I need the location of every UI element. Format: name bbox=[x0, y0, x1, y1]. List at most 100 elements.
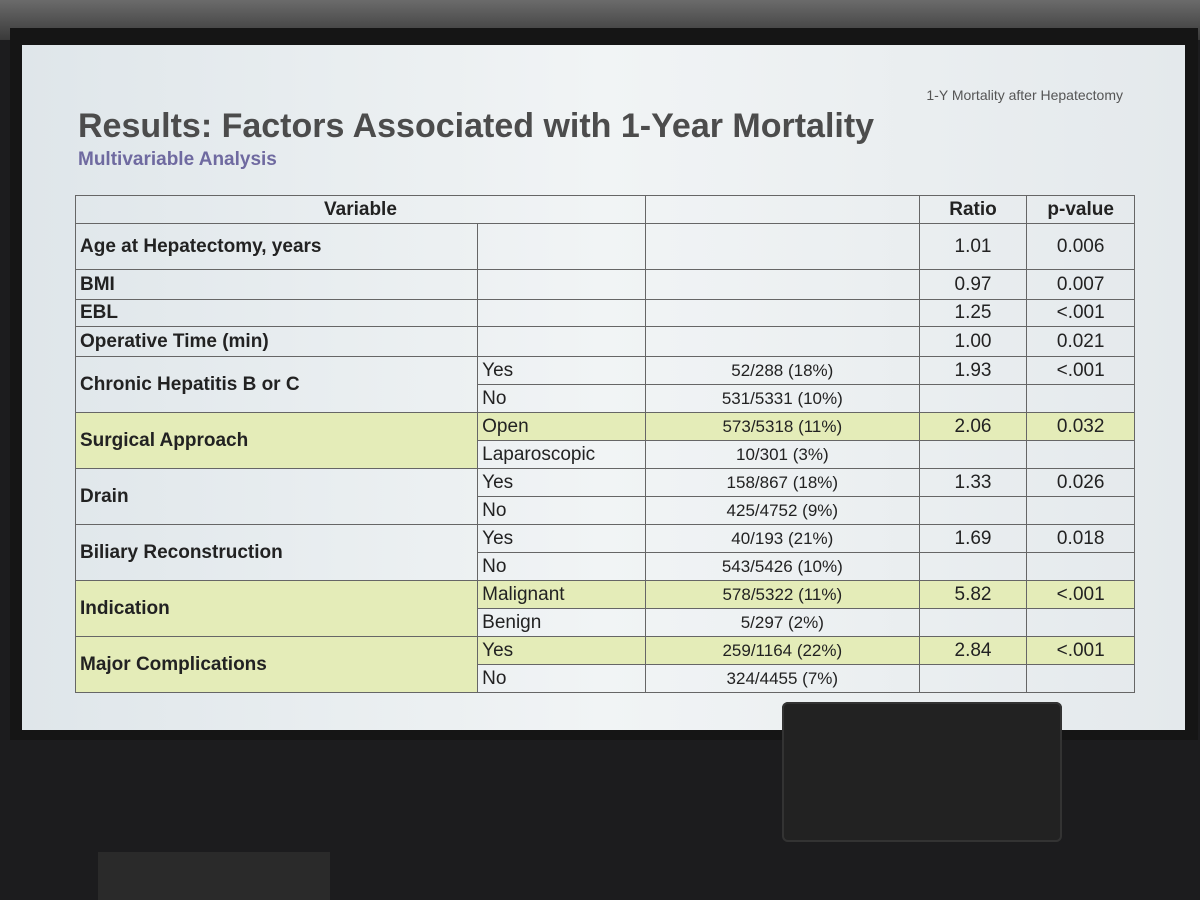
column-header: p-value bbox=[1026, 195, 1135, 224]
count-cell bbox=[644, 269, 920, 300]
table-row: Age at Hepatectomy, years 1.01 0.006 bbox=[74, 223, 1135, 270]
table-row: Laparoscopic 10/301 (3%) bbox=[76, 440, 1135, 469]
level-cell: Yes bbox=[477, 524, 646, 553]
column-header: Variable bbox=[75, 195, 646, 224]
level-cell bbox=[477, 269, 646, 300]
table-row: Operative Time (min) 1.00 0.021 bbox=[74, 326, 1135, 357]
ratio-cell: 1.01 bbox=[918, 223, 1028, 270]
variable-cell: Major Complications bbox=[74, 636, 479, 693]
column-header bbox=[644, 195, 920, 224]
level-cell: Open bbox=[477, 412, 646, 441]
level-cell: No bbox=[477, 552, 646, 581]
level-cell: Laparoscopic bbox=[477, 440, 646, 469]
count-cell bbox=[644, 223, 920, 270]
level-cell bbox=[477, 299, 646, 327]
table-row: EBL 1.25 <.001 bbox=[74, 299, 1135, 327]
count-cell bbox=[644, 299, 920, 327]
table-row: Benign 5/297 (2%) bbox=[76, 608, 1135, 637]
count-cell: 531/5331 (10%) bbox=[644, 384, 920, 413]
p-value-cell bbox=[1026, 384, 1135, 413]
p-value-cell: 0.032 bbox=[1026, 412, 1135, 441]
count-cell: 425/4752 (9%) bbox=[644, 496, 920, 525]
level-cell: Malignant bbox=[477, 580, 646, 609]
variable-cell: Indication bbox=[74, 580, 479, 637]
level-cell bbox=[477, 223, 646, 270]
results-table: Variable Ratio p-value Age at Hepatectomy, … bbox=[74, 195, 1135, 693]
variable-cell: Chronic Hepatitis B or C bbox=[74, 356, 479, 413]
ratio-cell: 1.25 bbox=[918, 299, 1028, 327]
level-cell bbox=[477, 326, 646, 357]
ratio-cell bbox=[918, 384, 1028, 413]
variable-cell: Age at Hepatectomy, years bbox=[74, 223, 479, 270]
ratio-cell bbox=[918, 664, 1028, 693]
ratio-cell bbox=[918, 608, 1028, 637]
level-cell: No bbox=[477, 496, 646, 525]
p-value-cell: 0.026 bbox=[1026, 468, 1135, 497]
table-row: Biliary Reconstruction Yes 40/193 (21%) 1.6… bbox=[74, 524, 1135, 581]
variable-cell: Surgical Approach bbox=[74, 412, 479, 469]
table-row: Chronic Hepatitis B or C Yes 52/288 (18%) 1… bbox=[74, 356, 1135, 413]
level-cell: Yes bbox=[477, 636, 646, 665]
p-value-cell bbox=[1026, 608, 1135, 637]
count-cell: 573/5318 (11%) bbox=[644, 412, 920, 441]
ratio-cell: 1.33 bbox=[918, 468, 1028, 497]
level-cell: Benign bbox=[477, 608, 646, 637]
p-value-cell: 0.007 bbox=[1026, 269, 1135, 300]
p-value-cell: <.001 bbox=[1026, 356, 1135, 385]
ratio-cell bbox=[918, 440, 1028, 469]
slide-subtitle: Multivariable Analysis bbox=[78, 149, 277, 170]
table-row: Surgical Approach Open 573/5318 (11%) 2.06 0… bbox=[74, 412, 1135, 469]
ratio-cell: 2.84 bbox=[918, 636, 1028, 665]
ratio-cell: 0.97 bbox=[918, 269, 1028, 300]
desk bbox=[98, 852, 330, 900]
count-cell: 52/288 (18%) bbox=[644, 356, 920, 385]
p-value-cell: <.001 bbox=[1026, 299, 1135, 327]
count-cell: 10/301 (3%) bbox=[644, 440, 920, 469]
p-value-cell: <.001 bbox=[1026, 636, 1135, 665]
count-cell: 543/5426 (10%) bbox=[644, 552, 920, 581]
table-row: Major Complications Yes 259/1164 (22%) 2.84… bbox=[74, 636, 1135, 693]
count-cell: 578/5322 (11%) bbox=[644, 580, 920, 609]
ratio-cell: 2.06 bbox=[918, 412, 1028, 441]
level-cell: Yes bbox=[477, 468, 646, 497]
table-row: No 324/4455 (7%) bbox=[76, 664, 1135, 693]
variable-cell: Operative Time (min) bbox=[74, 326, 479, 357]
count-cell: 40/193 (21%) bbox=[644, 524, 920, 553]
count-cell: 259/1164 (22%) bbox=[644, 636, 920, 665]
table-row: No 531/5331 (10%) bbox=[76, 384, 1135, 413]
projector bbox=[782, 702, 1062, 842]
column-header: Ratio bbox=[918, 195, 1028, 224]
slide-tag: 1-Y Mortality after Hepatectomy bbox=[926, 87, 1123, 103]
p-value-cell: <.001 bbox=[1026, 580, 1135, 609]
level-cell: No bbox=[477, 384, 646, 413]
count-cell: 324/4455 (7%) bbox=[644, 664, 920, 693]
p-value-cell bbox=[1026, 440, 1135, 469]
slide: 1-Y Mortality after Hepatectomy Results:… bbox=[22, 45, 1185, 730]
variable-cell: EBL bbox=[74, 299, 479, 327]
level-cell: No bbox=[477, 664, 646, 693]
variable-cell: Drain bbox=[74, 468, 479, 525]
p-value-cell: 0.018 bbox=[1026, 524, 1135, 553]
p-value-cell: 0.021 bbox=[1026, 326, 1135, 357]
variable-cell: Biliary Reconstruction bbox=[74, 524, 479, 581]
ratio-cell: 5.82 bbox=[918, 580, 1028, 609]
p-value-cell bbox=[1026, 664, 1135, 693]
table-row: BMI 0.97 0.007 bbox=[74, 269, 1135, 300]
ratio-cell: 1.93 bbox=[918, 356, 1028, 385]
ratio-cell bbox=[918, 496, 1028, 525]
variable-cell: BMI bbox=[74, 269, 479, 300]
table-row: Drain Yes 158/867 (18%) 1.33 0.026 bbox=[74, 468, 1135, 525]
header-row: Variable Ratio p-value bbox=[75, 195, 1135, 224]
p-value-cell: 0.006 bbox=[1026, 223, 1135, 270]
count-cell: 158/867 (18%) bbox=[644, 468, 920, 497]
table-row: No 543/5426 (10%) bbox=[76, 552, 1135, 581]
level-cell: Yes bbox=[477, 356, 646, 385]
p-value-cell bbox=[1026, 496, 1135, 525]
slide-title: Results: Factors Associated with 1-Year … bbox=[78, 107, 875, 145]
count-cell: 5/297 (2%) bbox=[644, 608, 920, 637]
ratio-cell bbox=[918, 552, 1028, 581]
count-cell bbox=[644, 326, 920, 357]
ratio-cell: 1.69 bbox=[918, 524, 1028, 553]
ratio-cell: 1.00 bbox=[918, 326, 1028, 357]
